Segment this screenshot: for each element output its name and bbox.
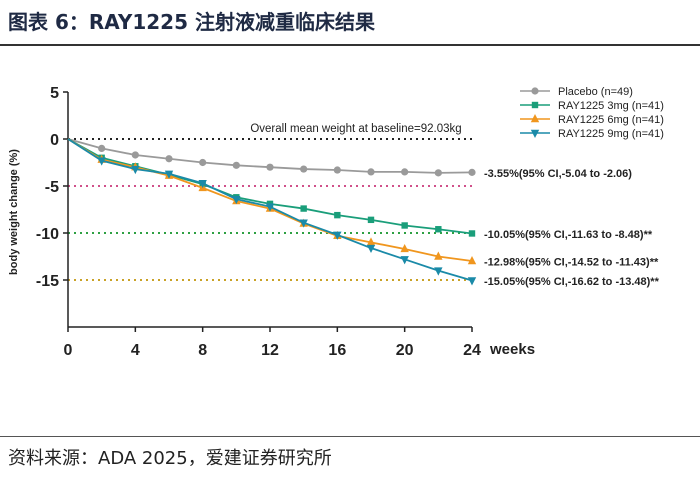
legend-marker (530, 114, 540, 123)
legend-label: RAY1225 6mg (n=41) (558, 114, 664, 126)
x-tick-label: 4 (131, 342, 140, 359)
y-tick-label: -15 (36, 273, 59, 290)
series-line (67, 138, 473, 262)
end-label: -15.05%(95% CI,-16.62 to -13.48)** (484, 276, 660, 288)
legend-label: RAY1225 9mg (n=41) (558, 128, 664, 140)
x-tick-label: 8 (198, 342, 207, 359)
data-point (468, 168, 476, 176)
end-labels: -3.55%(95% CI,-5.04 to -2.06) -10.05%(95%… (484, 168, 660, 288)
data-point (165, 155, 173, 163)
x-tick-label: 12 (261, 342, 279, 359)
y-tick-label: 5 (50, 85, 59, 102)
legend-item: RAY1225 3mg (n=41) (520, 100, 664, 112)
data-point (435, 226, 442, 233)
weight-change-chart: 5 0 -5 -10 -15 0 4 8 12 16 20 24 Placebo (n=49) RAY1… (8, 85, 664, 359)
data-point (232, 195, 241, 205)
data-point (164, 170, 174, 179)
data-point (300, 165, 308, 173)
x-tick-label: 16 (328, 342, 346, 359)
data-point (467, 256, 477, 265)
data-point (97, 157, 106, 166)
data-point (266, 163, 274, 171)
end-label: -3.55%(95% CI,-5.04 to -2.06) (484, 168, 632, 180)
data-point (434, 169, 442, 177)
legend: Placebo (n=49) RAY1225 3mg (n=41) RAY1225 … (520, 86, 664, 140)
figure-title: 图表 6：RAY1225 注射液减重临床结果 (8, 10, 375, 34)
data-point (434, 267, 443, 276)
data-point (401, 222, 408, 229)
legend-item: RAY1225 6mg (n=41) (520, 114, 664, 126)
legend-marker (531, 101, 539, 109)
legend-item: Placebo (n=49) (520, 86, 633, 98)
data-point (131, 165, 140, 175)
data-point (98, 144, 106, 152)
legend-label: RAY1225 3mg (n=41) (558, 100, 664, 112)
data-point (300, 205, 307, 212)
data-point (367, 168, 375, 176)
source-note: 资料来源：ADA 2025，爱建证券研究所 (8, 448, 332, 469)
baseline-note: Overall mean weight at baseline=92.03kg (250, 123, 461, 135)
x-tick-label: 24 (463, 342, 481, 359)
end-label: -12.98%(95% CI,-14.52 to -11.43)** (484, 257, 659, 269)
data-point (131, 151, 139, 159)
legend-label: Placebo (n=49) (558, 86, 633, 98)
data-point (199, 158, 207, 167)
series-group (67, 138, 477, 286)
data-point (400, 256, 409, 265)
y-tick-label: -10 (36, 226, 59, 243)
data-point (333, 231, 342, 240)
source-rule (0, 436, 700, 437)
data-point (401, 168, 409, 176)
data-point (299, 219, 308, 228)
y-tick-label: 0 (50, 132, 59, 149)
axes: 5 0 -5 -10 -15 0 4 8 12 16 20 24 (36, 85, 481, 359)
data-point (467, 277, 477, 286)
series-1 (67, 138, 476, 177)
data-point (434, 251, 443, 260)
data-point (367, 216, 375, 224)
y-tick-label: -5 (45, 179, 59, 196)
x-axis-label: weeks (489, 341, 535, 358)
data-point (468, 230, 476, 237)
data-point (366, 237, 376, 246)
reference-lines (68, 138, 472, 281)
data-point (232, 161, 240, 169)
title-rule (0, 44, 700, 46)
end-label: -10.05%(95% CI,-11.63 to -8.48)** (484, 229, 653, 241)
legend-marker (530, 129, 540, 138)
legend-item: RAY1225 9mg (n=41) (520, 128, 664, 140)
legend-marker (531, 87, 539, 95)
data-point (366, 244, 376, 254)
x-tick-label: 20 (396, 342, 414, 359)
data-point (334, 211, 341, 219)
data-point (265, 203, 275, 212)
x-tick-label: 0 (64, 342, 73, 359)
data-point (198, 179, 207, 189)
data-point (333, 166, 341, 174)
data-point (400, 243, 409, 253)
y-axis-label: body weight change (%) (8, 149, 20, 275)
series-4 (67, 138, 477, 286)
